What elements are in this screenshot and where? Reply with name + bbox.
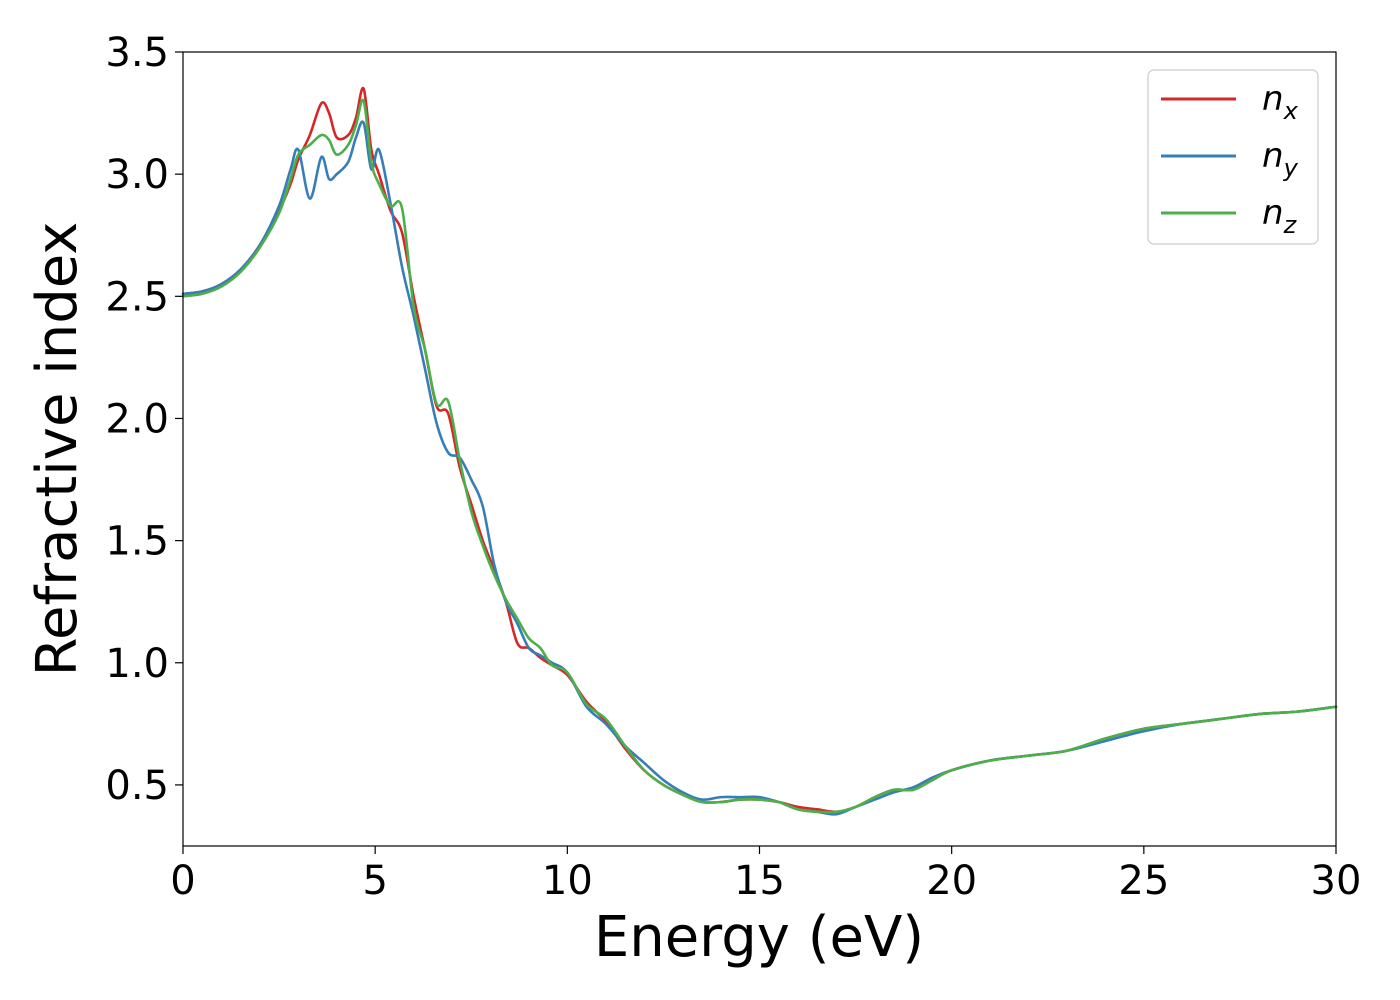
x-tick-label: 10 — [542, 858, 593, 904]
y-tick-label: 2.0 — [105, 396, 169, 442]
y-tick-label: 0.5 — [105, 763, 169, 809]
legend-label-subscript: z — [1283, 211, 1298, 239]
y-tick-label: 3.0 — [105, 152, 169, 198]
y-tick-label: 1.5 — [105, 519, 169, 565]
x-tick-label: 15 — [734, 858, 785, 904]
legend-label-n-y: ny — [1262, 136, 1299, 182]
y-axis-title: Refractive index — [25, 222, 90, 677]
legend-label-subscript: y — [1283, 154, 1299, 182]
y-tick-label: 3.5 — [105, 30, 169, 76]
legend-label-base: n — [1262, 136, 1284, 176]
series-line-n-z — [181, 98, 1338, 814]
y-tick-label: 1.0 — [105, 641, 169, 687]
legend-label-base: n — [1262, 79, 1284, 119]
series-layer — [181, 86, 1338, 816]
y-axis-ticks: 0.5 1.0 1.5 2.0 2.5 3.0 3.5 — [105, 30, 183, 809]
x-axis-ticks: 0 5 10 15 20 25 30 — [170, 846, 1361, 904]
x-tick-label: 5 — [362, 858, 387, 904]
legend-label-base: n — [1262, 193, 1284, 233]
legend-label-n-z: nz — [1262, 193, 1298, 239]
x-tick-label: 30 — [1311, 858, 1362, 904]
legend-label-subscript: x — [1283, 97, 1299, 125]
x-tick-label: 20 — [926, 858, 977, 904]
x-tick-label: 0 — [170, 858, 195, 904]
x-tick-label: 25 — [1118, 858, 1169, 904]
legend-label-n-x: nx — [1262, 79, 1299, 125]
x-axis-title: Energy (eV) — [594, 905, 924, 970]
y-tick-label: 2.5 — [105, 274, 169, 320]
